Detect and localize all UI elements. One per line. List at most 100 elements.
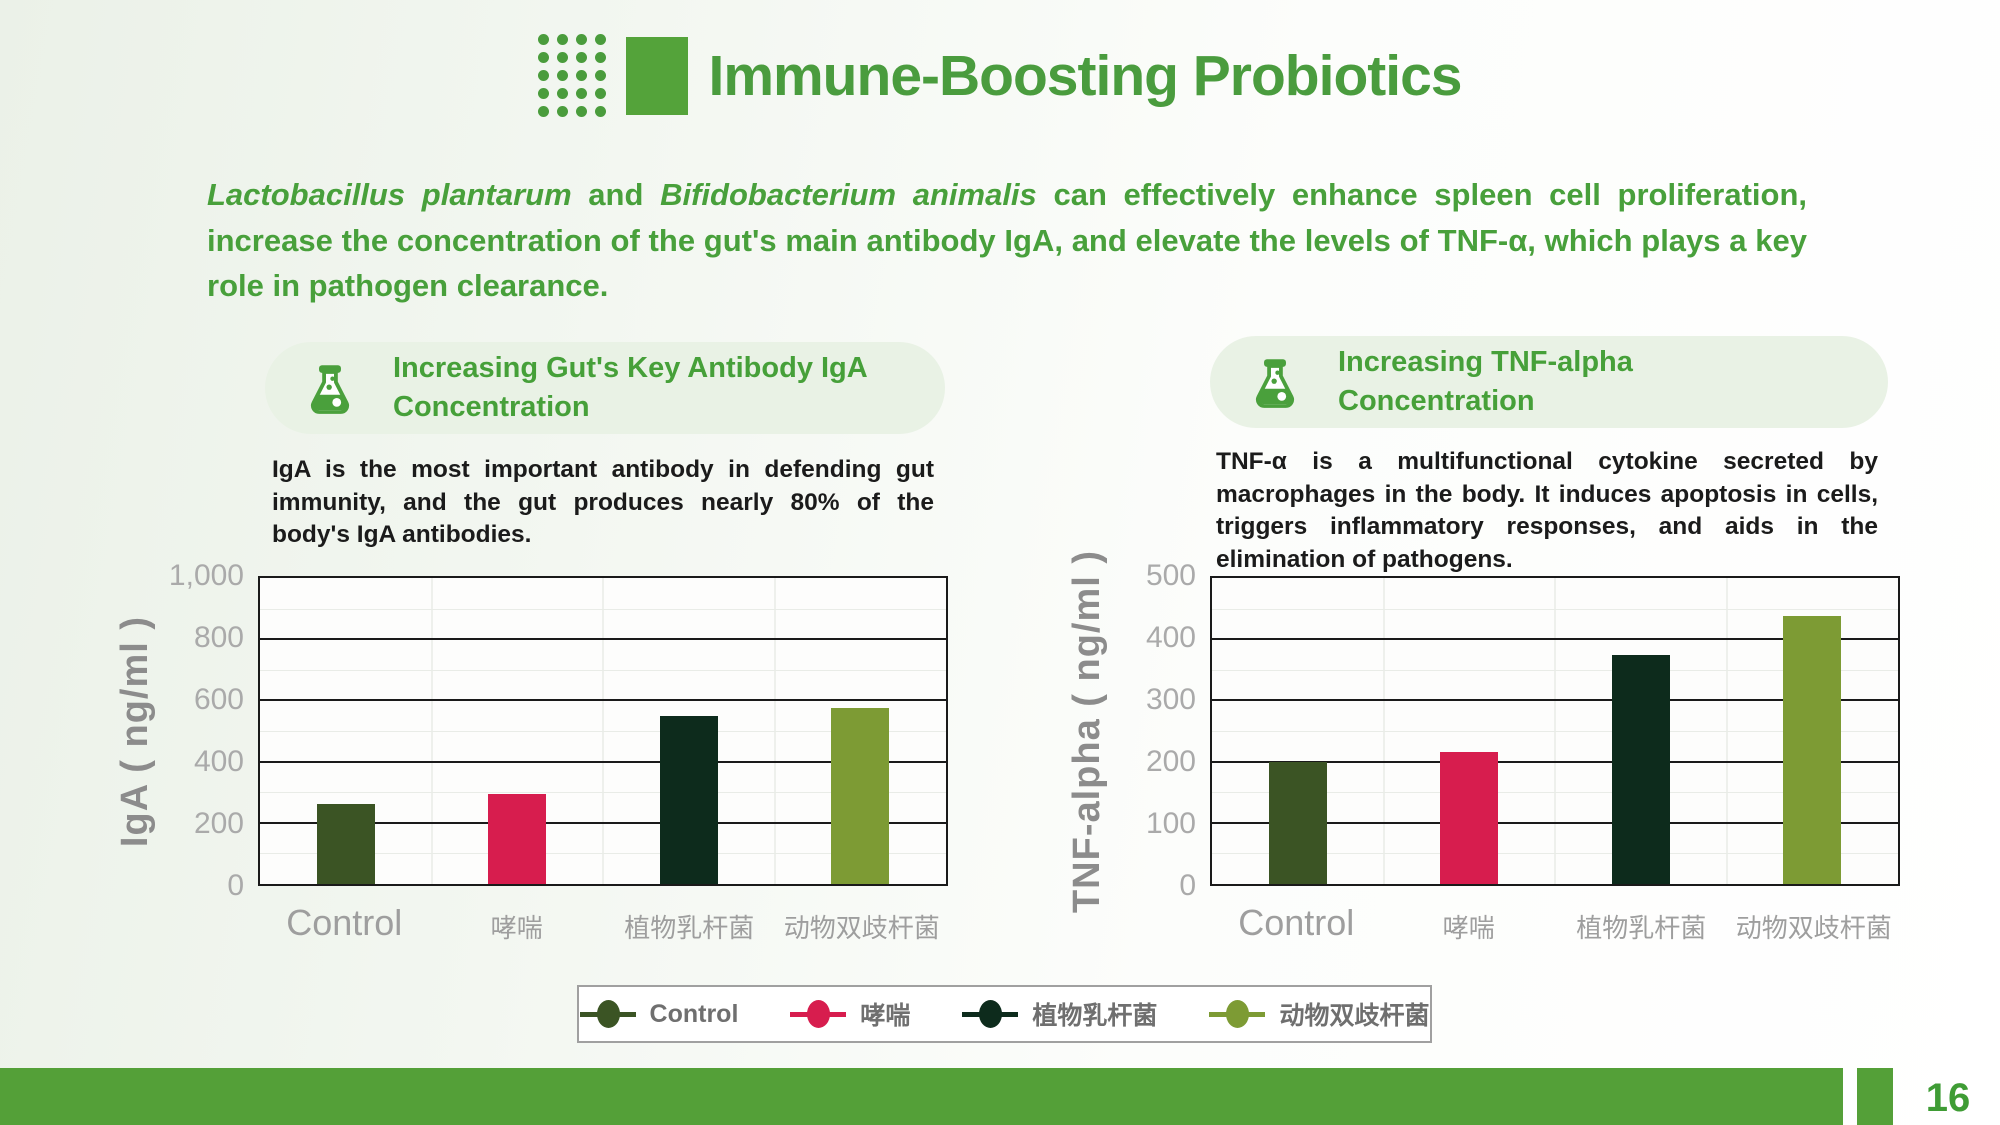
bar-哮喘 [488,793,547,884]
bar-Control [1268,761,1327,884]
gridline-minor [260,853,946,855]
gridline-major [260,699,946,702]
intro-mid: and [571,177,661,212]
gridline-major [1212,760,1898,763]
gridline-minor [1212,608,1898,610]
green-square-icon [626,36,689,115]
legend-item: 动物双歧杆菌 [1209,996,1429,1032]
bar-Control [316,804,375,884]
dot [557,70,569,81]
section-heading-iga: Increasing Gut's Key Antibody IgA Concen… [393,351,867,423]
y-tick-label: 800 [193,621,244,654]
dot [576,34,588,45]
dot [557,88,569,99]
y-ticks: 0 200 400 600 800 1,000 [110,559,244,902]
gridline-minor [260,608,946,610]
legend-marker-icon [1209,999,1266,1029]
gridline-major [1212,821,1898,824]
dot [557,34,569,45]
plot-area [258,576,948,886]
legend-marker-icon [579,999,636,1029]
legend-label: 植物乳杆菌 [1032,1002,1158,1030]
gridline-minor [1212,792,1898,794]
dot [595,34,607,45]
gridline-major [260,760,946,763]
y-tick-label: 1,000 [168,559,244,592]
intro-paragraph: Lactobacillus plantarum and Bifidobacter… [207,172,1807,309]
section-card-iga: Increasing Gut's Key Antibody IgA Concen… [265,342,945,434]
intro-rest: can effectively enhance spleen cell prol… [207,177,1808,304]
dot [538,34,550,45]
dot [557,106,569,117]
gridline-minor [260,792,946,794]
species-name-2: Bifidobacterium animalis [660,177,1037,212]
legend-marker-icon [962,999,1019,1029]
x-category-label: 植物乳杆菌 [624,913,755,943]
y-tick-label: 0 [227,869,244,902]
dot [595,70,607,81]
bar-哮喘 [1440,752,1499,884]
chart-legend: Control 哮喘 植物乳杆菌 动物双歧杆菌 [577,985,1432,1043]
y-tick-label: 300 [1145,683,1196,716]
section-description-tnf: TNF-α is a multifunctional cytokine secr… [1216,448,1878,573]
legend-label: Control [649,999,739,1028]
legend-label: 动物双歧杆菌 [1279,1002,1430,1030]
dot [595,52,607,63]
bar-chart-iga: IgA ( ng/ml ) 0 200 400 600 800 1,000 Control… [110,559,1000,980]
y-tick-label: 200 [1145,745,1196,778]
y-tick-label: 400 [193,745,244,778]
footer-accent-block [1857,1068,1893,1125]
dot [538,88,550,99]
plot-area [1210,576,1900,886]
dot [538,52,550,63]
dot-grid-icon [538,34,607,117]
dot [595,88,607,99]
footer-bar [0,1068,1843,1125]
x-labels: Control 哮喘 植物乳杆菌 动物双歧杆菌 [258,896,948,945]
y-tick-label: 400 [1145,621,1196,654]
page-number: 16 [1925,1076,1971,1120]
dot [557,52,569,63]
legend-item: Control [579,999,739,1029]
y-tick-label: 100 [1145,807,1196,840]
bar-植物乳杆菌 [659,715,718,884]
x-category-label: 动物双歧杆菌 [783,913,940,943]
y-tick-label: 500 [1145,559,1196,592]
flask-icon [311,365,349,414]
y-tick-label: 200 [193,807,244,840]
page-title: Immune-Boosting Probiotics [708,43,1462,108]
gridline-minor [1212,731,1898,732]
x-category-label: Control [1238,902,1355,943]
dot [538,70,550,81]
section-card-tnf: Increasing TNF-alpha Concentration [1210,336,1888,428]
header: Immune-Boosting Probiotics [0,34,2000,117]
species-name-1: Lactobacillus plantarum [207,177,572,212]
y-tick-label: 0 [1179,869,1196,902]
y-ticks: 0 100 200 300 400 500 [1062,559,1196,902]
x-labels: Control 哮喘 植物乳杆菌 动物双歧杆菌 [1210,896,1900,945]
gridline-major [260,821,946,824]
bar-动物双歧杆菌 [831,708,890,884]
dot [576,70,588,81]
section-description-iga: IgA is the most important antibody in de… [272,456,934,549]
x-category-label: Control [286,902,403,943]
gridline-minor [1212,669,1898,671]
legend-marker-icon [790,999,847,1029]
gridline-major [260,638,946,641]
x-category-label: 哮喘 [1442,913,1495,943]
x-category-label: 动物双歧杆菌 [1735,913,1892,943]
gridline-major [1212,699,1898,702]
dot [595,106,607,117]
gridline-minor [1212,853,1898,855]
x-category-label: 植物乳杆菌 [1576,913,1707,943]
gridline-minor [260,731,946,732]
gridline-minor [260,669,946,671]
legend-label: 哮喘 [860,1002,911,1030]
flask-icon [1256,359,1294,408]
dot [576,88,588,99]
x-category-label: 哮喘 [490,913,543,943]
bar-动物双歧杆菌 [1783,615,1842,884]
y-tick-label: 600 [193,683,244,716]
dot [576,106,588,117]
